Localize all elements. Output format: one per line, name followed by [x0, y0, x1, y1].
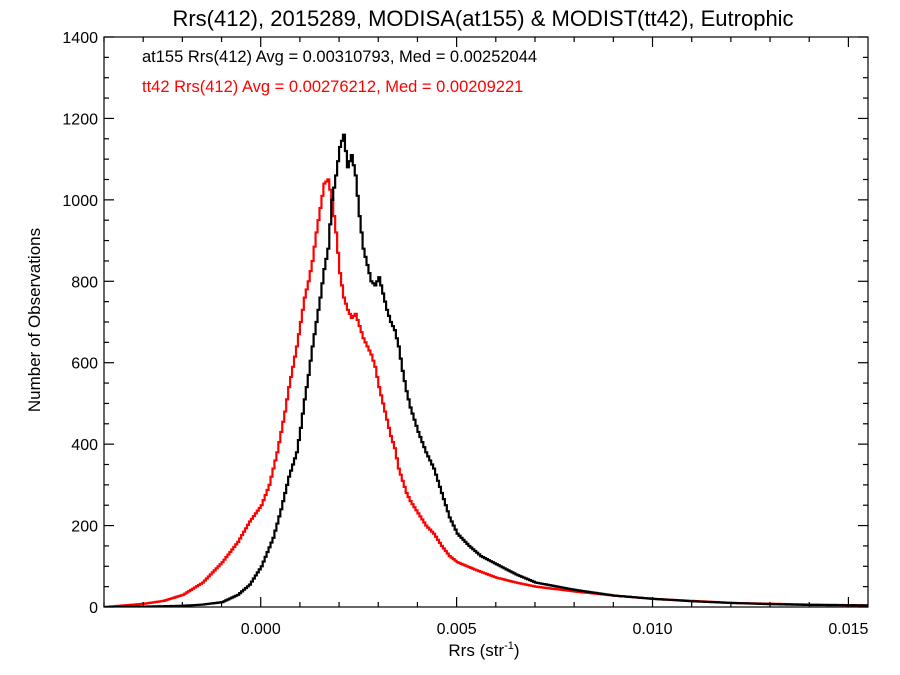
- x-tick-label: 0.005: [437, 621, 477, 638]
- legend-annotation-tt42: tt42 Rrs(412) Avg = 0.00276212, Med = 0.…: [142, 78, 523, 96]
- x-tick-label: 0.010: [632, 621, 672, 638]
- y-tick-label: 1000: [62, 193, 98, 210]
- x-axis-label-main: Rrs (str: [448, 641, 504, 660]
- y-tick-label: 400: [71, 437, 98, 454]
- y-axis-label: Number of Observations: [25, 228, 44, 412]
- x-axis-label: Rrs (str-1): [448, 640, 519, 660]
- y-tick-label: 800: [71, 274, 98, 291]
- y-tick-label: 0: [89, 600, 98, 617]
- series-line-tt42: [104, 178, 868, 607]
- y-tick-label: 1400: [62, 30, 98, 47]
- series-line-at155: [104, 133, 868, 607]
- x-tick-label: 0.000: [241, 621, 281, 638]
- y-tick-label: 1200: [62, 111, 98, 128]
- x-tick-label: 0.015: [828, 621, 868, 638]
- y-tick-label: 200: [71, 519, 98, 536]
- chart-title: Rrs(412), 2015289, MODISA(at155) & MODIS…: [172, 6, 793, 31]
- x-axis-label-suffix: ): [514, 641, 520, 660]
- y-tick-label: 600: [71, 356, 98, 373]
- x-axis-label-superscript: -1: [504, 640, 514, 652]
- plot-frame: [103, 36, 869, 608]
- legend-annotation-at155: at155 Rrs(412) Avg = 0.00310793, Med = 0…: [142, 48, 537, 66]
